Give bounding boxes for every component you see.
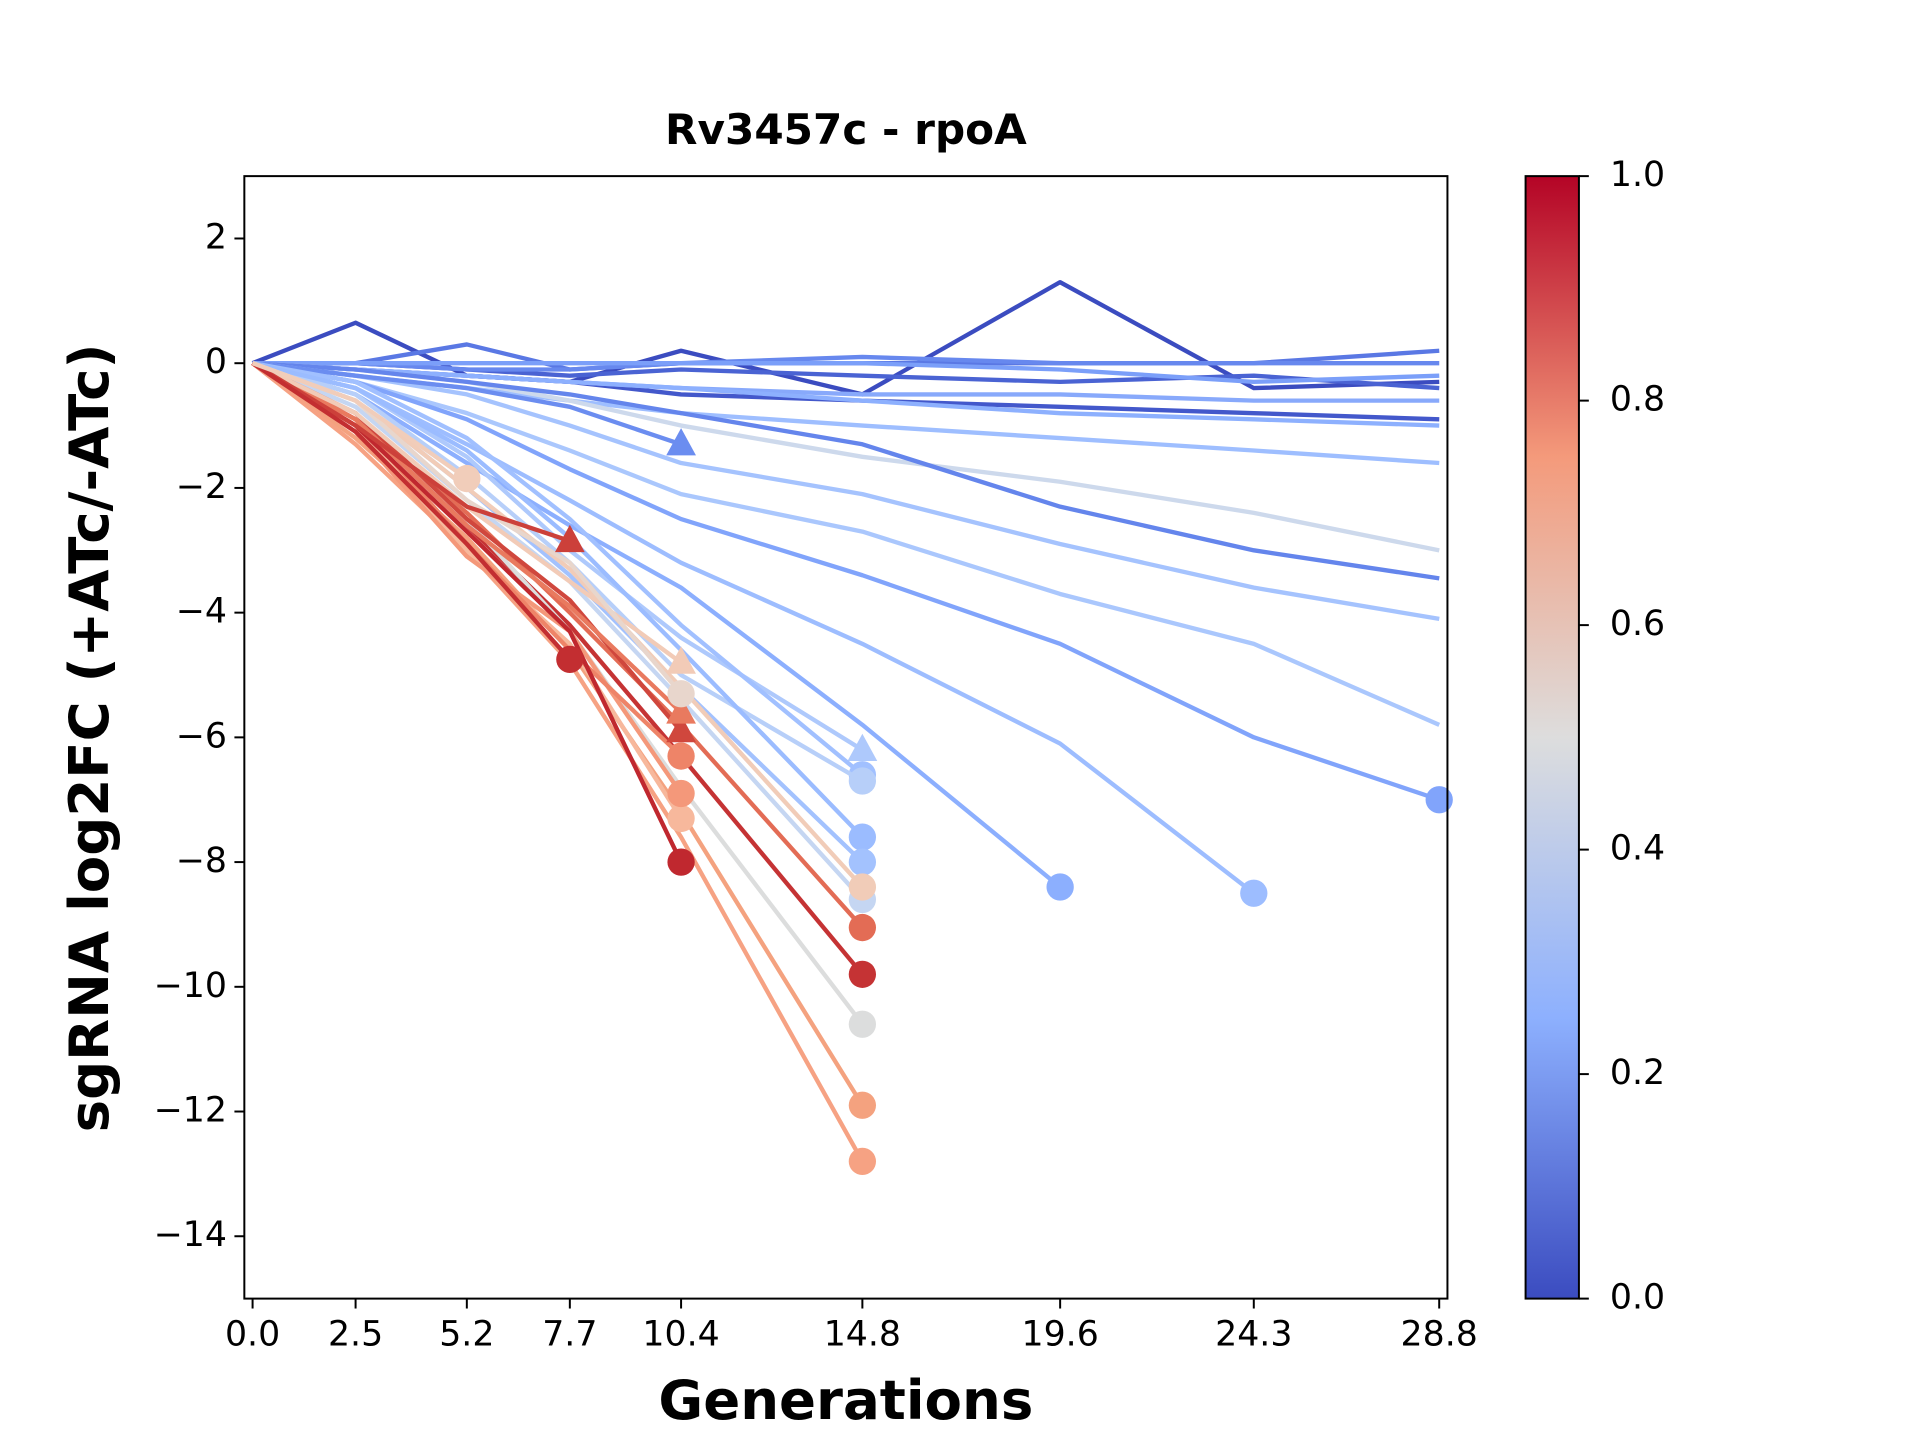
series-line [252,360,1440,385]
series-line [251,361,683,715]
x-tick-label: 14.8 [824,1315,901,1355]
x-tick-label: 7.7 [542,1315,597,1355]
x-tick-label: 10.4 [642,1315,719,1355]
end-marker [848,1010,877,1038]
end-marker [1046,873,1074,901]
end-marker [453,464,481,493]
end-marker [848,1147,877,1176]
y-tick-label: −8 [176,841,227,881]
colorbar-tick-label: 0.6 [1610,604,1665,644]
y-axis-label: sgRNA log2FC (+ATc/-ATc) [57,344,121,1133]
series-line [251,361,469,481]
end-marker [666,696,696,724]
end-marker [848,873,877,901]
x-tick-label: 5.2 [439,1315,494,1355]
x-tick-label: 2.5 [328,1315,383,1355]
series-line [252,361,1440,802]
y-tick-label: −12 [154,1091,227,1131]
series-line [251,361,572,661]
series-line [252,361,864,777]
colorbar-tick-label: 0.0 [1610,1278,1665,1318]
end-marker [667,848,695,876]
y-tick-label: −14 [154,1215,227,1255]
end-marker [848,1091,877,1119]
series-line [252,361,864,839]
x-tick-label: 28.8 [1401,1315,1478,1355]
colorbar [1524,175,1580,1300]
end-marker [667,804,695,833]
series-line [251,361,864,901]
end-marker [666,646,696,674]
colorbar-tick-label: 0.4 [1610,829,1665,869]
end-marker [556,645,584,674]
x-tick-label: 19.6 [1021,1315,1098,1355]
series-line [252,360,1440,581]
series-line [251,280,1440,397]
end-marker [848,848,877,876]
series-line [251,361,571,543]
series-line [251,361,865,1163]
end-marker [667,680,695,708]
series-line [251,361,864,783]
end-marker [1240,879,1268,907]
plot-area [251,280,1453,1176]
colorbar-tick-label: 0.2 [1610,1053,1665,1093]
y-tick-label: −6 [176,716,227,756]
x-tick-label: 24.3 [1215,1315,1292,1355]
end-marker [848,960,877,988]
end-marker [848,823,877,851]
end-marker [667,779,695,808]
end-marker [1425,786,1453,814]
colorbar-tick-label: 0.8 [1610,380,1665,420]
y-tick-label: 2 [205,217,227,257]
end-marker [847,733,878,761]
y-tick-label: 0 [205,342,227,382]
y-tick-label: −10 [154,966,227,1006]
chart-title: Rv3457c - rpoA [665,105,1027,154]
colorbar-tick-label: 1.0 [1610,155,1665,195]
end-marker [666,715,696,743]
series-line [252,361,682,447]
y-tick-label: −4 [176,592,227,632]
end-marker [666,428,696,456]
end-marker [848,913,877,942]
x-tick-label: 0.0 [225,1315,280,1355]
x-axis-label: Generations [658,1368,1033,1432]
end-marker [848,767,877,795]
end-marker [667,742,695,770]
y-tick-label: −2 [176,467,227,507]
end-marker [554,524,585,553]
